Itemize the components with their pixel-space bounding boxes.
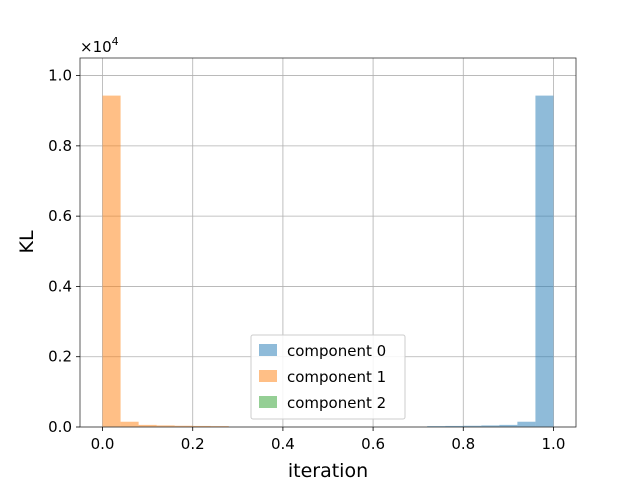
bar-component-0 bbox=[499, 424, 518, 427]
y-tick-label: 0.0 bbox=[48, 418, 72, 436]
y-scale-exponent: 4 bbox=[112, 35, 119, 48]
plot-frame bbox=[79, 57, 577, 428]
legend: component 0 component 1 component 2 bbox=[250, 334, 406, 420]
bar-component-0 bbox=[445, 425, 464, 427]
bar-component-1 bbox=[192, 425, 211, 427]
x-axis: 0.0 0.2 0.4 0.6 0.8 1.0 bbox=[91, 427, 566, 453]
x-tick-label: 0.0 bbox=[91, 435, 115, 453]
legend-box bbox=[250, 334, 406, 420]
bar-component-1 bbox=[102, 95, 121, 428]
x-tick-label: 0.2 bbox=[181, 435, 205, 453]
x-axis-label: iteration bbox=[288, 460, 368, 480]
y-tick-label: 0.6 bbox=[48, 207, 72, 225]
x-tick-label: 0.4 bbox=[271, 435, 295, 453]
legend-label: component 0 bbox=[287, 342, 386, 360]
y-scale-base: ×10 bbox=[80, 38, 112, 56]
x-tick-label: 1.0 bbox=[542, 435, 566, 453]
legend-swatch bbox=[259, 344, 277, 356]
bar-component-1 bbox=[174, 425, 193, 427]
bars bbox=[102, 95, 554, 428]
x-tick-label: 0.8 bbox=[451, 435, 475, 453]
legend-label: component 2 bbox=[287, 394, 386, 412]
bar-component-0 bbox=[535, 95, 554, 428]
bar-component-1 bbox=[138, 424, 157, 427]
y-axis: 0.0 0.2 0.4 0.6 0.8 1.0 bbox=[48, 67, 80, 436]
y-scale-label: ×104 bbox=[80, 35, 119, 56]
y-tick-label: 0.8 bbox=[48, 137, 72, 155]
bar-component-0 bbox=[427, 426, 446, 427]
x-tick-label: 0.6 bbox=[361, 435, 385, 453]
y-tick-label: 0.4 bbox=[48, 277, 72, 295]
bar-component-1 bbox=[156, 425, 175, 427]
bar-component-0 bbox=[463, 425, 482, 427]
y-tick-label: 0.2 bbox=[48, 348, 72, 366]
bar-component-1 bbox=[210, 426, 229, 427]
grid bbox=[80, 58, 576, 428]
legend-swatch bbox=[259, 370, 277, 382]
y-tick-label: 1.0 bbox=[48, 67, 72, 85]
legend-label: component 1 bbox=[287, 368, 386, 386]
bar-component-0 bbox=[517, 421, 536, 427]
y-axis-label: KL bbox=[16, 230, 38, 253]
bar-component-0 bbox=[481, 425, 500, 427]
bar-component-1 bbox=[120, 421, 139, 427]
legend-swatch bbox=[259, 396, 277, 408]
